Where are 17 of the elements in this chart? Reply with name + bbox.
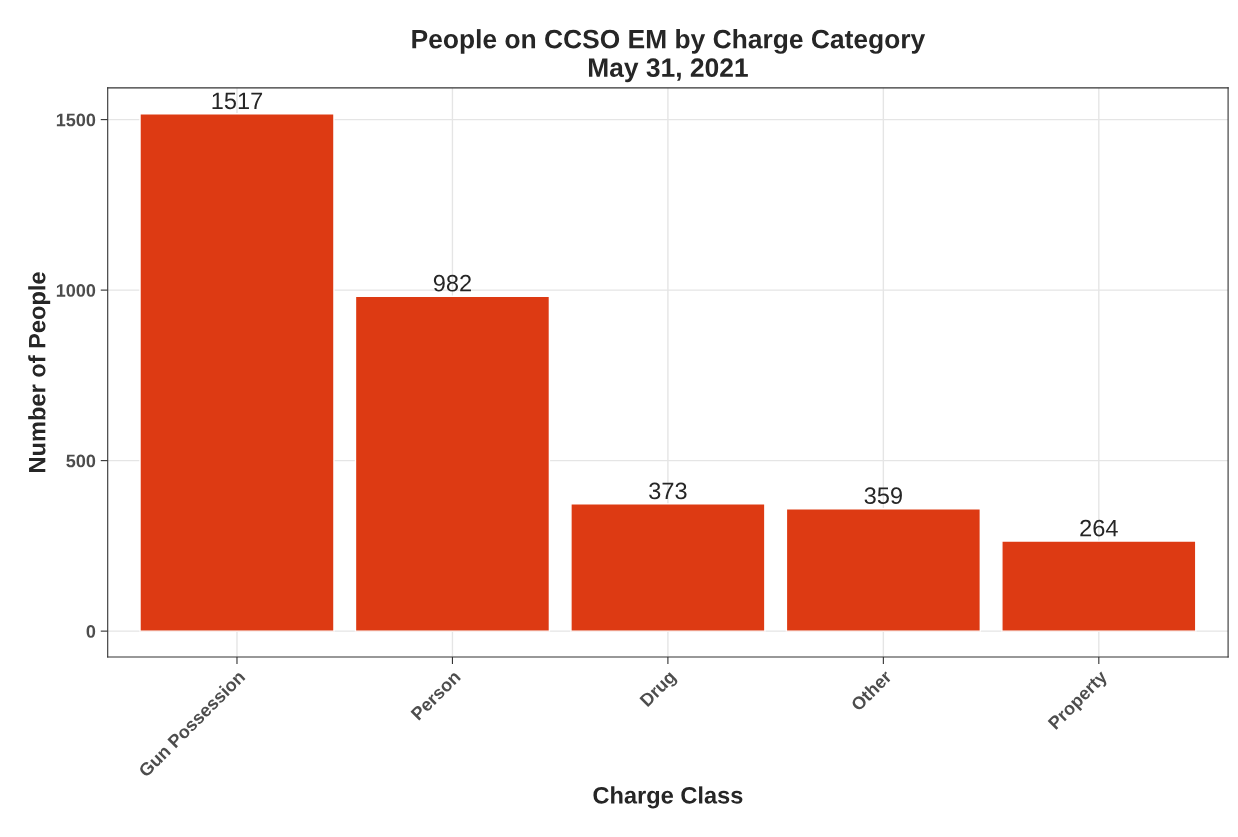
x-axis-title: Charge Class bbox=[593, 786, 743, 809]
y-tick-label: 1500 bbox=[56, 113, 96, 127]
data-label: 982 bbox=[433, 274, 471, 292]
data-label: 1517 bbox=[212, 92, 263, 110]
data-label: 264 bbox=[1080, 519, 1118, 537]
bar bbox=[139, 113, 335, 632]
y-tick-label: 0 bbox=[86, 625, 96, 638]
y-tick-label: 1000 bbox=[56, 284, 96, 297]
data-label: 373 bbox=[649, 482, 687, 500]
bar bbox=[570, 503, 766, 632]
data-label: 359 bbox=[864, 487, 902, 505]
bar bbox=[785, 508, 982, 632]
y-axis-title: Number of People bbox=[28, 272, 51, 472]
y-tick-label: 500 bbox=[66, 454, 96, 468]
chart-title: People on CCSO EM by Charge Category May 31, 2021 bbox=[412, 29, 926, 83]
bar bbox=[354, 295, 551, 632]
bar bbox=[1001, 540, 1197, 632]
